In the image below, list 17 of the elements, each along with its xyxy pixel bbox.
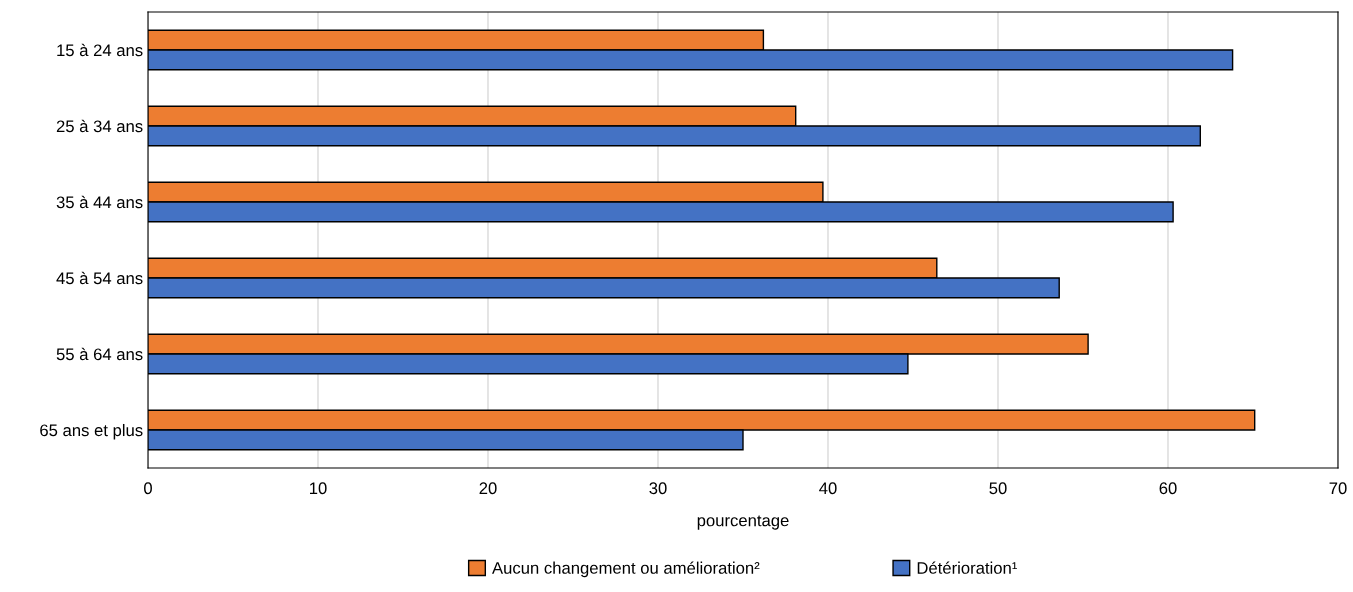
y-tick-label: 55 à 64 ans [56,347,143,361]
y-tick-label: 15 à 24 ans [57,43,143,57]
x-tick-label: 70 [1329,482,1347,495]
x-tick-label: 0 [144,482,152,495]
y-tick-label: 65 ans et plus [40,423,143,440]
x-tick-label: 20 [479,482,497,495]
x-tick-label: 60 [1159,482,1177,495]
y-tick-label: 25 à 34 ans [56,119,143,133]
x-tick-label: 30 [649,482,667,495]
legend-label: Détérioration¹ [917,561,1017,574]
x-axis-title: pourcentage [697,515,789,530]
x-tick-label: 50 [989,482,1007,495]
x-tick-label: 40 [819,482,837,495]
y-tick-label: 35 à 44 ans [56,195,143,209]
legend-label: Aucun changement ou amélioration² [492,561,760,578]
y-tick-label: 45 à 54 ans [56,271,143,285]
x-tick-label: 10 [310,482,327,495]
